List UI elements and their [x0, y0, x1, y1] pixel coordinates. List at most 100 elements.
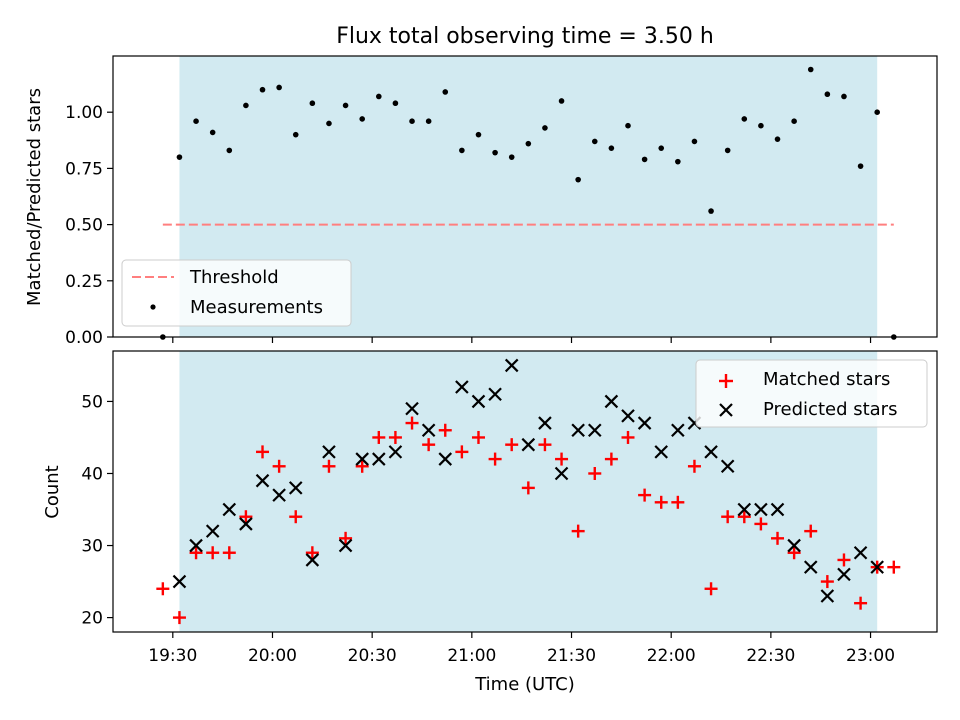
measurement-point [625, 122, 631, 129]
predicted-star-point [305, 553, 320, 567]
matched-star-point [721, 510, 735, 524]
ratio-axes-frame [112, 55, 938, 338]
matched-star-point [156, 582, 170, 596]
matched-star-point [555, 452, 569, 466]
matched-star-point [588, 466, 602, 480]
matched-star-point [372, 430, 386, 444]
predicted-star-point [671, 423, 685, 438]
measurement-point [276, 84, 282, 91]
count-y-tick-label: 30 [81, 537, 103, 557]
predicted-star-point [205, 524, 220, 538]
predicted-star-point [288, 481, 303, 495]
matched-star-point [687, 459, 701, 473]
matched-star-point [505, 438, 519, 452]
matched-star-point [355, 459, 369, 473]
matched-star-point [654, 495, 668, 509]
matched-star-point [222, 546, 236, 560]
measurement-point [841, 93, 847, 100]
predicted-star-point [355, 452, 369, 466]
count-legend: Matched stars Predicted stars [695, 359, 928, 428]
measurement-point [209, 129, 216, 136]
matched-star-point [322, 459, 336, 473]
measurement-point [824, 91, 831, 98]
measurement-point [508, 154, 515, 160]
predicted-star-point [637, 416, 652, 430]
measurement-point [857, 163, 864, 169]
predicted-star-point [820, 589, 835, 603]
predicted-star-point [787, 538, 801, 553]
matched-star-point [820, 575, 834, 589]
measurement-point [525, 140, 532, 147]
predicted-star-point [239, 517, 253, 531]
matched-star-point [272, 459, 286, 473]
predicted-star-point [704, 445, 718, 459]
predicted-star-point [405, 401, 419, 416]
measurement-point [708, 208, 714, 214]
ratio-y-tick-label: 0.50 [65, 216, 103, 236]
matched-star-point [189, 546, 203, 560]
predicted-star-point [438, 452, 453, 466]
ratio-legend: Threshold Measurements [121, 259, 352, 327]
measurement-point [691, 138, 698, 145]
count-y-tick-label: 50 [81, 392, 103, 412]
figure-title: Flux total observing time = 3.50 h [336, 24, 714, 49]
measurement-point [409, 118, 415, 124]
predicted-star-point [770, 502, 785, 517]
ratio-y-tick-label: 1.00 [65, 103, 103, 123]
ratio-y-tick-label: 0.00 [65, 328, 103, 348]
measurement-point [874, 109, 880, 115]
measurement-point [675, 158, 681, 165]
predicted-star-point [604, 394, 619, 409]
predicted-star-point [488, 387, 502, 402]
measurement-point [492, 149, 498, 156]
matched-star-point [804, 524, 818, 538]
measurement-point [774, 136, 781, 142]
predicted-star-point [754, 502, 768, 517]
measurement-point [442, 89, 449, 95]
predicted-star-point [338, 538, 353, 553]
predicted-star-point [803, 560, 818, 574]
count-legend-box [695, 359, 928, 428]
measurement-point [292, 131, 299, 138]
matched-star-point [521, 481, 535, 495]
count-panel: 20 30 40 50 19:30 20:00 20:30 21:00 21:30 22:00 22… [42, 350, 938, 695]
measurement-point [758, 122, 764, 129]
predicted-star-point [621, 409, 635, 423]
measurement-point [243, 102, 249, 109]
predicted-star-point [421, 423, 436, 438]
predicted-star-point [554, 466, 569, 481]
legend-measurements-swatch [150, 304, 156, 310]
matched-star-point [438, 423, 452, 437]
ratio-panel: 0.00 0.25 0.50 0.75 1.00 Matched/Predicted s… [24, 55, 938, 348]
predicted-star-point [189, 538, 203, 553]
matched-star-point [206, 546, 220, 560]
matched-star-point [339, 531, 353, 545]
predicted-star-point [521, 437, 536, 452]
measurement-point [376, 93, 382, 100]
matched-star-point [854, 596, 868, 610]
matched-star-point [737, 510, 751, 524]
predicted-star-point [255, 473, 270, 488]
matched-star-point [405, 416, 419, 430]
matched-star-point [172, 611, 186, 625]
matched-star-point [422, 438, 436, 452]
predicted-star-point [322, 445, 336, 459]
legend-predicted-label: Predicted stars [763, 399, 897, 420]
matched-star-point [754, 517, 768, 531]
matched-star-point [455, 445, 469, 459]
measurement-point [326, 120, 332, 127]
measurement-point [591, 138, 598, 145]
predicted-star-point [737, 502, 752, 517]
predicted-star-point [455, 380, 469, 394]
measurement-point [193, 118, 199, 124]
measurement-point [724, 147, 731, 154]
legend-predicted-swatch [719, 403, 733, 417]
predicted-star-point [471, 394, 486, 409]
measurement-point [459, 147, 465, 154]
count-y-tick-label: 40 [81, 464, 103, 484]
measurement-point [575, 176, 581, 183]
measurement-point [226, 147, 233, 154]
matched-star-point [256, 445, 270, 459]
measurement-point [176, 154, 183, 160]
